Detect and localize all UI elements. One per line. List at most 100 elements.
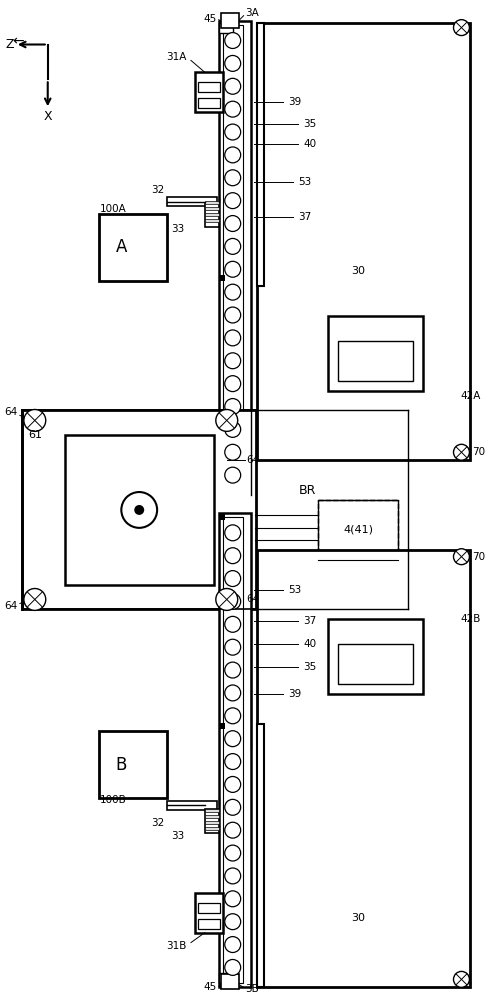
Text: 31B: 31B [167,941,187,951]
Text: 53: 53 [288,585,301,595]
Text: 42B: 42B [461,614,481,624]
Circle shape [225,33,241,48]
Text: 53: 53 [299,177,312,187]
Circle shape [453,971,469,987]
Bar [257,23,263,286]
Bar [219,514,225,520]
Text: B: B [115,756,127,774]
Circle shape [225,444,241,460]
Bar [219,489,225,495]
Circle shape [225,421,241,437]
Circle shape [216,409,238,431]
Circle shape [225,353,241,369]
Bar [219,23,233,33]
Circle shape [225,399,241,414]
Circle shape [225,708,241,724]
Circle shape [225,261,241,277]
Circle shape [225,78,241,94]
Circle shape [134,505,144,515]
Circle shape [225,525,241,541]
Circle shape [225,845,241,861]
Circle shape [225,330,241,346]
Bar [257,23,470,460]
Bar [219,21,251,495]
Circle shape [225,639,241,655]
Circle shape [225,216,241,231]
Text: BR: BR [299,484,316,497]
Bar [338,644,412,684]
Circle shape [453,20,469,36]
Text: 37: 37 [303,616,317,626]
Text: 64: 64 [5,601,18,611]
Circle shape [24,589,46,610]
Bar [167,197,217,206]
Bar [318,500,398,560]
Text: 42A: 42A [461,391,481,401]
Bar [195,72,223,112]
Bar [219,275,225,281]
Circle shape [225,914,241,930]
Bar [198,903,220,913]
Text: A: A [115,238,127,256]
Text: 40: 40 [303,139,317,149]
Text: 32: 32 [151,818,164,828]
Bar [338,341,412,381]
Circle shape [225,55,241,71]
Text: 31A: 31A [167,52,187,62]
Circle shape [453,444,469,460]
Text: 3A: 3A [245,8,260,18]
Text: 30: 30 [351,913,365,923]
Text: 100B: 100B [99,795,126,805]
Text: 32: 32 [151,185,164,195]
Text: 3B: 3B [245,984,260,994]
Bar [221,13,239,28]
Bar [328,316,423,391]
Circle shape [225,548,241,564]
Bar [198,98,220,108]
Text: 30: 30 [351,266,365,276]
Text: Z: Z [6,38,14,51]
Bar [205,809,219,812]
Circle shape [225,124,241,140]
Bar [205,219,219,222]
Circle shape [225,101,241,117]
Text: 35: 35 [303,119,317,129]
Circle shape [225,307,241,323]
Text: 64: 64 [246,455,260,465]
Circle shape [225,754,241,770]
Circle shape [225,776,241,792]
Bar [167,801,217,810]
Circle shape [225,891,241,907]
Circle shape [225,376,241,392]
Bar [198,82,220,92]
Text: 37: 37 [299,212,312,222]
Text: 39: 39 [288,689,301,699]
Circle shape [225,868,241,884]
Circle shape [225,959,241,975]
Bar [205,213,219,216]
Bar [257,550,470,987]
Text: 45: 45 [204,982,217,992]
Bar [219,723,225,729]
Text: 70: 70 [472,447,486,457]
Circle shape [225,731,241,747]
Bar [205,821,219,824]
Circle shape [225,593,241,609]
Text: 64: 64 [5,407,18,417]
Bar [219,973,233,983]
Circle shape [225,193,241,209]
Text: 33: 33 [171,831,184,841]
Bar [257,724,263,987]
Bar [99,731,167,798]
Circle shape [225,799,241,815]
Text: 61: 61 [28,430,42,440]
Bar [205,203,219,227]
Text: ←: ← [12,35,24,49]
Text: 39: 39 [288,97,301,107]
Circle shape [225,170,241,186]
Bar [195,893,223,933]
Circle shape [225,238,241,254]
Text: 70: 70 [472,552,486,562]
Text: 100A: 100A [99,204,126,214]
Bar [198,919,220,929]
